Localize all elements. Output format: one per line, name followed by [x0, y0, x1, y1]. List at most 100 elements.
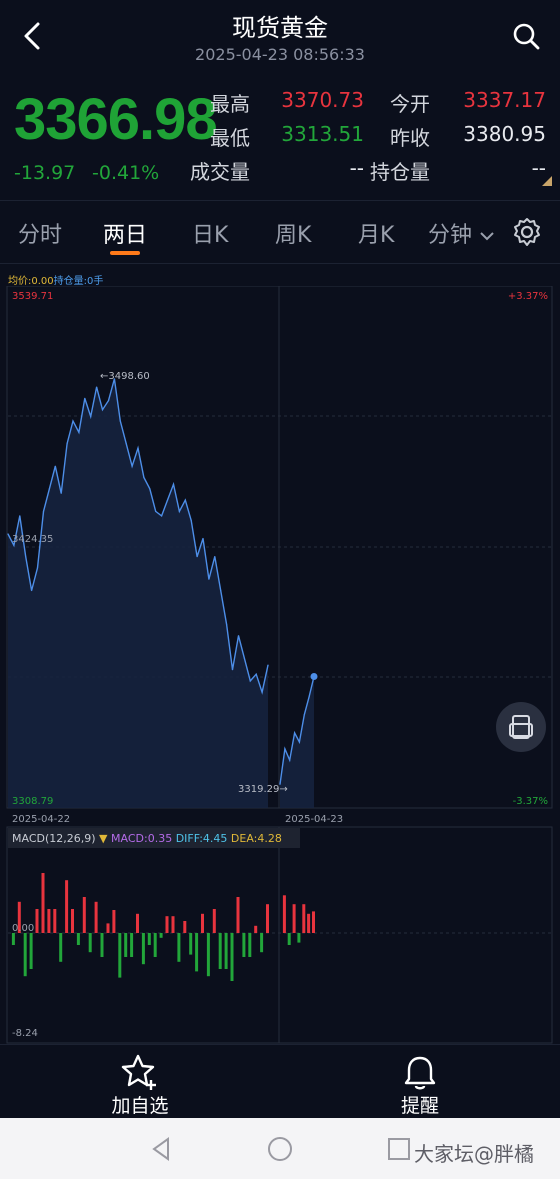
open-interest-legend: 持仓量:0手 — [53, 276, 104, 287]
macd-bar — [254, 925, 258, 933]
macd-bar — [59, 933, 63, 962]
macd-bar — [71, 909, 74, 933]
landscape-toggle-button[interactable] — [496, 702, 546, 752]
macd-bar — [94, 901, 98, 933]
diff-value: DIFF:4.45 — [176, 832, 228, 845]
tab-weekly-k[interactable]: 周K — [275, 223, 312, 248]
macd-bar — [53, 909, 57, 933]
price-point — [78, 431, 80, 433]
macd-bar — [35, 909, 39, 933]
macd-bar — [183, 921, 187, 933]
price-point — [84, 397, 86, 399]
quote-datetime: 2025-04-23 08:56:33 — [195, 45, 365, 64]
macd-bar — [287, 933, 291, 945]
alert-button[interactable]: 提醒 — [360, 1051, 480, 1117]
price-point — [143, 476, 145, 479]
price-point — [298, 741, 300, 743]
x-label-day2: 2025-04-23 — [285, 814, 343, 825]
price-point — [208, 578, 210, 580]
nav-back-icon[interactable] — [148, 1136, 174, 1162]
macd-bar — [118, 933, 122, 978]
price-point — [249, 680, 251, 682]
high-value: 3370.73 — [281, 88, 364, 112]
price-point — [42, 510, 45, 512]
macd-bar — [212, 909, 216, 933]
price-point — [202, 537, 204, 540]
macd-bar — [312, 911, 315, 933]
macd-bar — [242, 933, 246, 957]
price-point — [113, 378, 115, 380]
price-point — [196, 556, 198, 558]
open-label: 今开 — [390, 92, 430, 116]
tab-intraday[interactable]: 分时 — [18, 223, 63, 248]
price-point — [60, 492, 62, 494]
price-point — [119, 420, 121, 422]
add-watchlist-button[interactable]: 加自选 — [80, 1051, 200, 1117]
macd-bar — [41, 873, 45, 933]
macd-bar — [307, 913, 311, 933]
price-point — [178, 510, 180, 512]
macd-bar — [201, 913, 204, 933]
price-point — [261, 691, 263, 693]
price-point — [308, 696, 310, 698]
macd-bar — [23, 933, 27, 977]
price-point — [7, 533, 9, 535]
macd-bar — [82, 897, 86, 933]
price-line-2 — [279, 676, 315, 785]
volume-value: -- — [349, 156, 364, 180]
alert-label: 提醒 — [400, 1095, 439, 1117]
gear-icon[interactable] — [510, 215, 544, 249]
bell-icon — [404, 1056, 436, 1090]
macd-bar — [224, 933, 228, 969]
tab-daily-k[interactable]: 日K — [192, 223, 229, 248]
back-icon[interactable] — [14, 18, 50, 54]
macd-bar — [17, 901, 21, 933]
macd-bar — [11, 933, 15, 945]
page-title: 现货黄金 — [232, 14, 328, 42]
tab-minute[interactable]: 分钟 — [428, 217, 495, 249]
macd-bar — [189, 933, 193, 955]
prev-close-value: 3380.95 — [463, 122, 546, 146]
price-series — [7, 378, 318, 808]
price-point — [90, 415, 92, 418]
macd-bar — [282, 895, 286, 933]
tab-monthly-k[interactable]: 月K — [358, 223, 395, 248]
macd-bar — [297, 933, 301, 943]
price-point — [125, 443, 127, 445]
macd-bar — [65, 880, 69, 933]
open-interest-label: 持仓量 — [370, 160, 430, 184]
macd-bar — [230, 933, 234, 981]
two-day-price-chart[interactable]: 3539.71 +3.37% 3424.35 3308.79 -3.37% ←3… — [0, 286, 560, 1046]
price-point — [255, 673, 257, 675]
star-plus-icon — [121, 1054, 156, 1090]
price-point — [36, 567, 39, 569]
price-axis-min: 3308.79 — [12, 796, 53, 807]
bottom-action-bar: 加自选 提醒 — [0, 1044, 560, 1118]
macd-bar — [171, 916, 175, 933]
price-point — [243, 657, 245, 659]
price-point — [54, 465, 56, 467]
price-area-1 — [8, 378, 268, 808]
macd-bar — [141, 933, 145, 965]
price-area-2 — [280, 676, 314, 808]
tab-two-day[interactable]: 两日 — [103, 223, 148, 248]
price-axis-max: 3539.71 — [12, 291, 53, 302]
price-point — [13, 544, 15, 546]
price-axis-mid: 3424.35 — [12, 534, 53, 545]
high-label: 最高 — [210, 92, 250, 116]
nav-recents-icon[interactable] — [386, 1136, 412, 1162]
macd-bar — [100, 933, 104, 957]
price-point — [31, 589, 33, 592]
search-icon[interactable] — [508, 18, 544, 54]
macd-bar — [206, 933, 210, 977]
add-watchlist-label: 加自选 — [111, 1095, 169, 1117]
price-point — [155, 510, 157, 512]
price-point — [131, 465, 133, 467]
expand-corner-icon[interactable] — [542, 176, 552, 186]
macd-bar — [302, 904, 306, 933]
macd-bar — [88, 933, 92, 953]
nav-home-icon[interactable] — [266, 1135, 294, 1163]
price-change-pct: -0.41% — [92, 162, 160, 184]
tab-minute-label: 分钟 — [428, 223, 473, 248]
low-annotation-value: 3319.29 — [238, 784, 279, 795]
